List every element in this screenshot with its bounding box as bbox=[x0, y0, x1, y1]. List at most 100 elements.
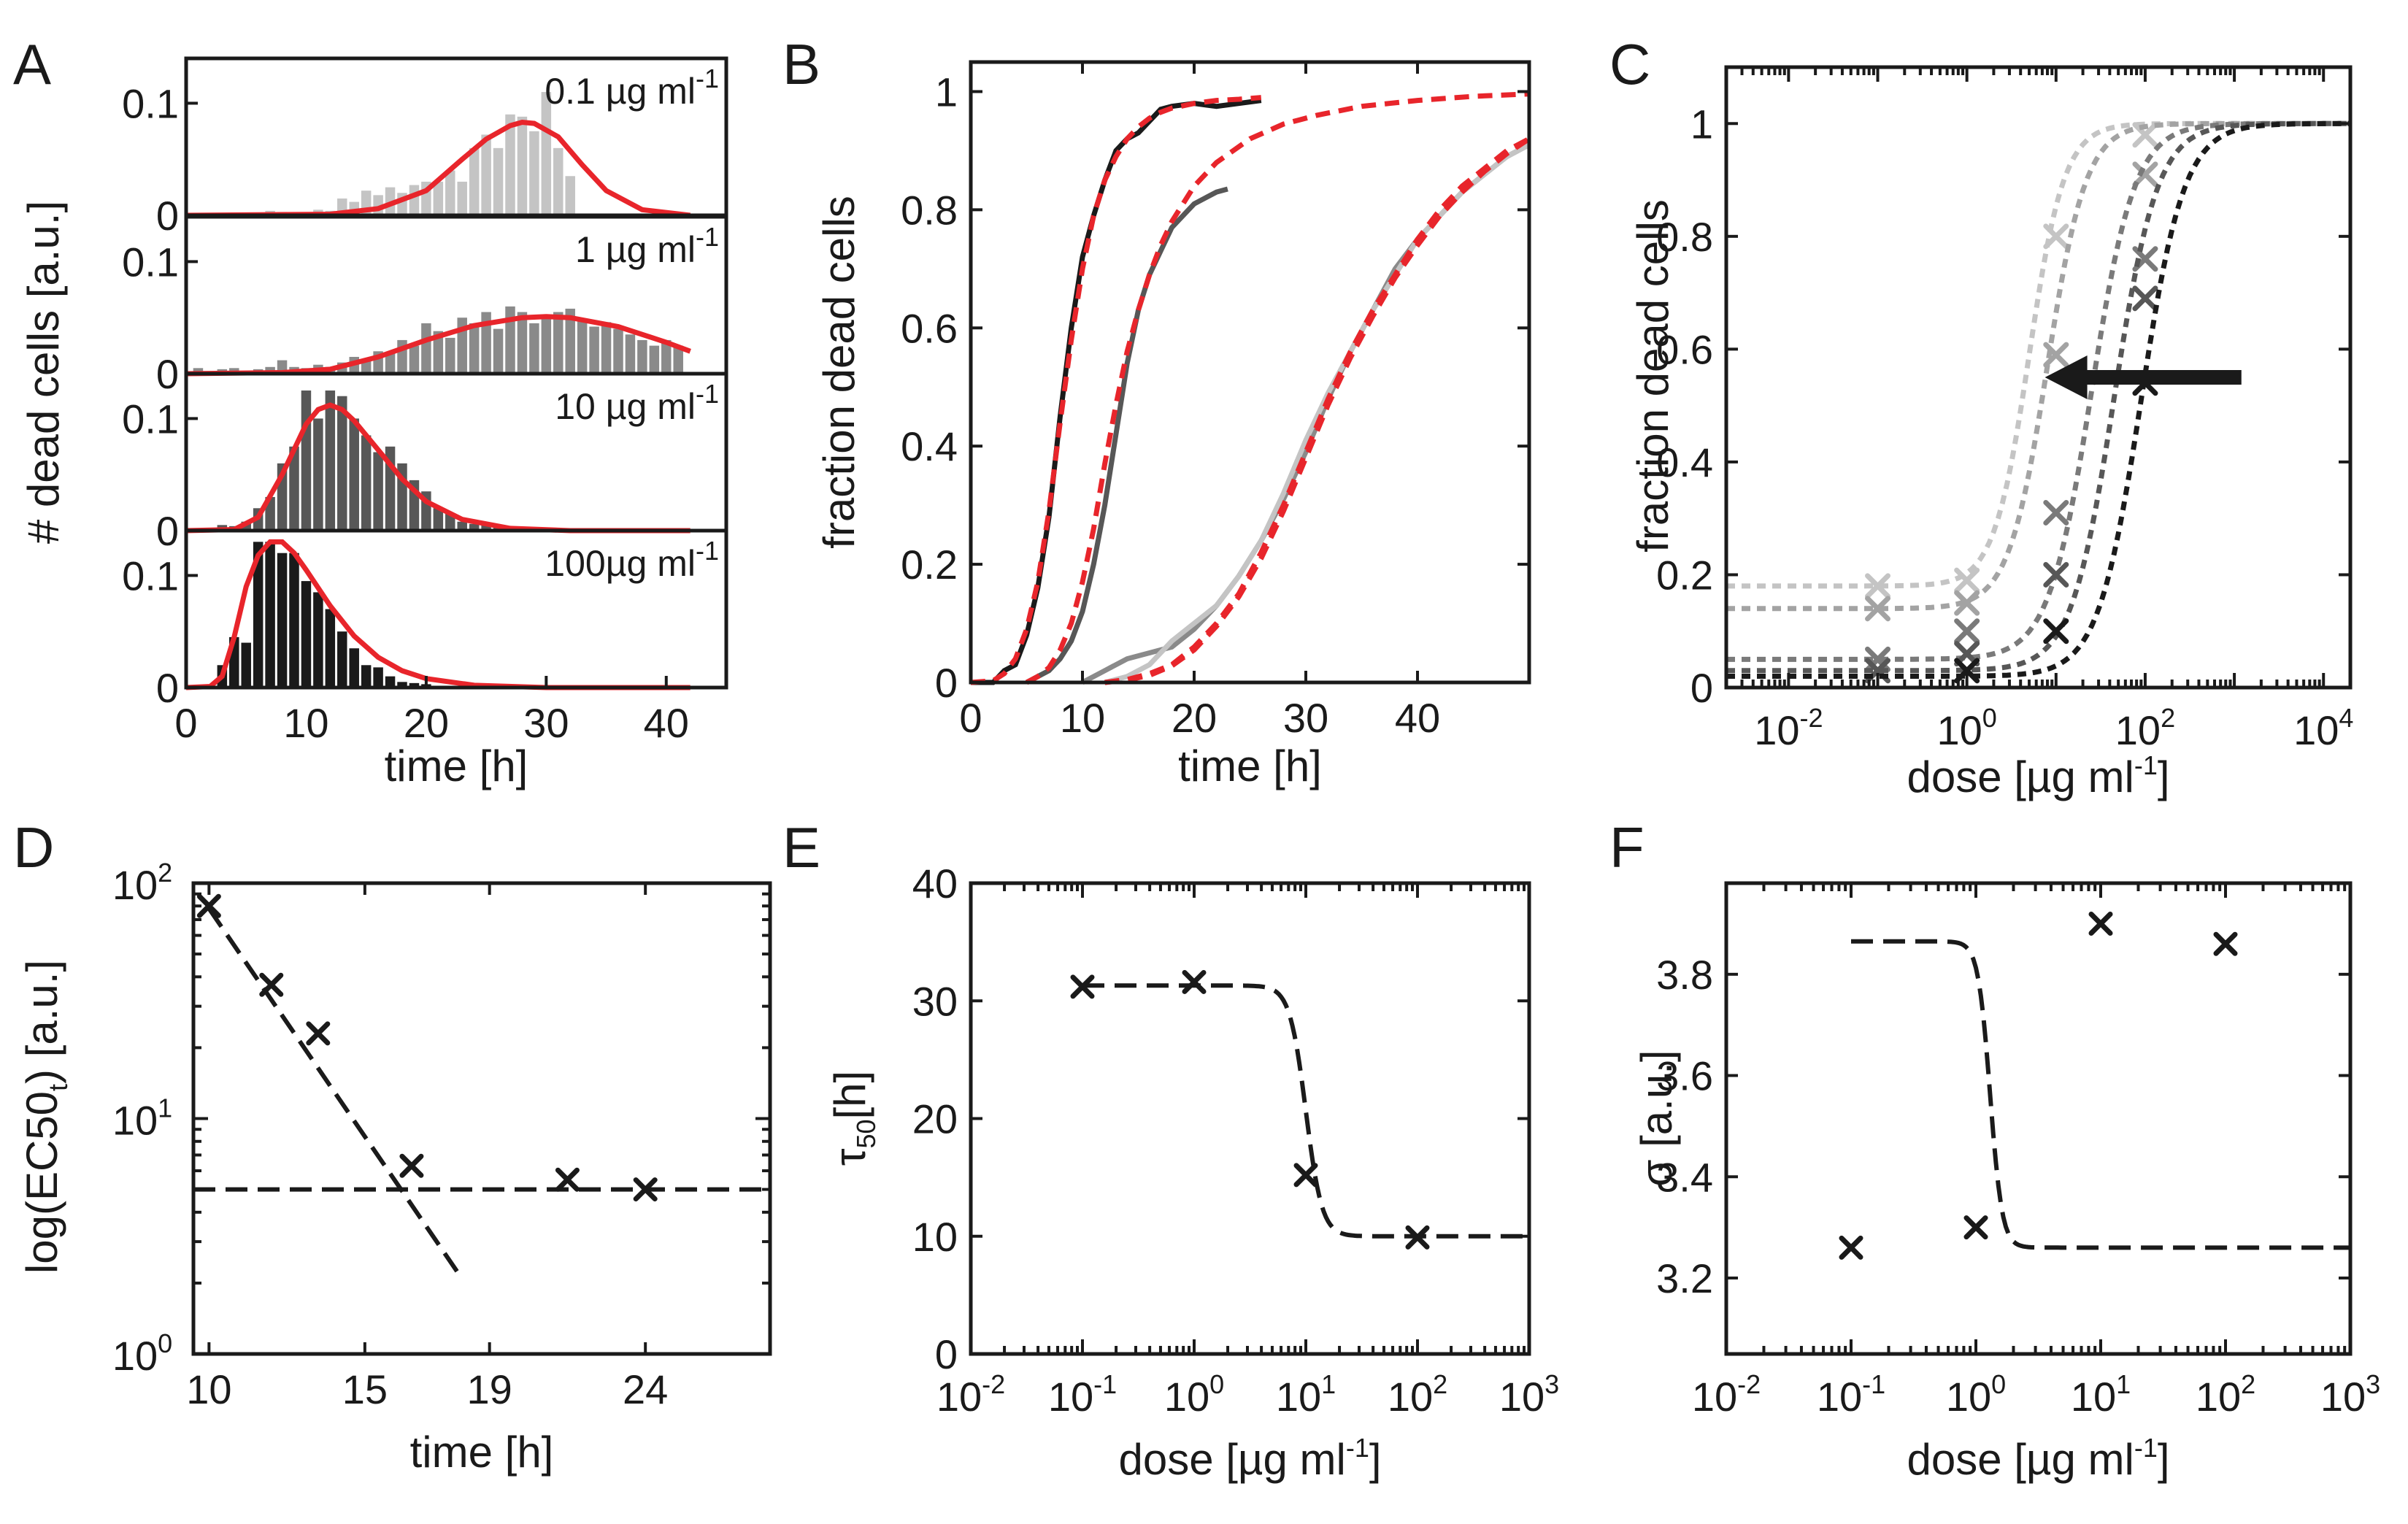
histogram-bar bbox=[517, 116, 528, 215]
axes-frame bbox=[969, 60, 1531, 685]
histogram-bar bbox=[469, 323, 480, 374]
data-point bbox=[2043, 342, 2069, 368]
y-tick-label: 3.2 bbox=[1656, 1255, 1713, 1301]
data-point bbox=[633, 1177, 658, 1202]
chart-panel-a: 00.1 0.1 µg ml-100.1 1 µg ml-100.1 10 µg ml… bbox=[19, 56, 728, 790]
histogram-bar bbox=[625, 334, 636, 374]
x-tick-label: 10-2 bbox=[1692, 1369, 1761, 1420]
histogram-bar bbox=[385, 187, 396, 215]
data-point bbox=[306, 1021, 331, 1046]
y-tick-label: 3.6 bbox=[1656, 1053, 1713, 1099]
fit-curve bbox=[185, 539, 691, 690]
y-axis-label: log(EC50t) [a.u.] bbox=[18, 960, 73, 1274]
x-tick-label: 103 bbox=[1499, 1369, 1559, 1420]
histogram-bar bbox=[433, 331, 444, 374]
x-tick-label: 10-1 bbox=[1048, 1369, 1117, 1420]
histogram-bar bbox=[565, 176, 575, 215]
axes-frame bbox=[191, 881, 772, 1356]
y-tick-label: 0 bbox=[156, 193, 179, 239]
concentration-label: 100µg ml-1 bbox=[545, 536, 719, 584]
histogram-bar bbox=[529, 323, 539, 374]
data-point bbox=[1182, 969, 1207, 994]
series-line bbox=[1081, 142, 1531, 685]
x-axis-label: dose [µg ml-1] bbox=[1118, 1433, 1381, 1484]
histogram-bar bbox=[241, 642, 251, 688]
data-point bbox=[2213, 931, 2238, 956]
histogram-bar bbox=[433, 508, 444, 531]
data-point bbox=[196, 893, 221, 918]
y-axis-label: σ [a.u.] bbox=[1632, 1050, 1681, 1186]
histogram-bar bbox=[637, 339, 647, 374]
y-tick-label: 0 bbox=[156, 508, 179, 554]
histogram-bar bbox=[337, 396, 347, 531]
y-tick-label: 1 bbox=[935, 69, 958, 115]
data-point bbox=[1963, 1215, 1988, 1240]
x-tick-label: 19 bbox=[467, 1366, 512, 1412]
y-tick-label: 0 bbox=[1690, 665, 1713, 711]
subpanel-3: 0 0.1 10 µg ml-1 bbox=[122, 372, 728, 554]
subpanel-2: 0 0.1 1 µg ml-1 bbox=[122, 215, 728, 397]
x-axis-label: time [h] bbox=[1178, 742, 1322, 790]
fit-curve bbox=[1726, 120, 2350, 662]
concentration-label: 1 µg ml-1 bbox=[575, 222, 719, 270]
x-tick-label: 100 bbox=[1164, 1369, 1224, 1420]
histogram-bar bbox=[265, 542, 275, 688]
x-tick-label: 10 bbox=[283, 700, 328, 746]
axes-frame bbox=[1724, 881, 2353, 1356]
histogram-bar bbox=[349, 418, 359, 531]
x-tick-label: 40 bbox=[1395, 695, 1440, 741]
x-tick-label: 0 bbox=[959, 695, 982, 741]
y-tick-label: 1 bbox=[1690, 101, 1713, 147]
x-axis-label: time [h] bbox=[410, 1428, 554, 1477]
x-tick-label: 30 bbox=[523, 700, 569, 746]
histogram-bar bbox=[553, 147, 563, 215]
y-tick-label: 0 bbox=[935, 660, 958, 706]
axes-frame bbox=[969, 881, 1531, 1356]
panel-letter-e: E bbox=[782, 815, 820, 880]
y-tick-label: 10 bbox=[912, 1214, 958, 1260]
y-tick-label: 102 bbox=[112, 858, 172, 908]
histogram-bar bbox=[361, 665, 372, 688]
x-tick-label: 103 bbox=[2320, 1369, 2380, 1420]
y-tick-label: 0.8 bbox=[1656, 214, 1713, 260]
subpanel-frame bbox=[184, 528, 728, 690]
histogram-bar bbox=[505, 306, 515, 374]
histogram-bar bbox=[361, 360, 372, 374]
x-tick-label: 40 bbox=[644, 700, 689, 746]
data-point bbox=[1865, 573, 1891, 599]
data-point bbox=[399, 1153, 424, 1178]
histogram-bar bbox=[253, 542, 264, 688]
histogram-bar bbox=[493, 147, 504, 215]
fit-curve bbox=[1851, 939, 2350, 1250]
histogram-bar bbox=[445, 513, 455, 531]
y-tick-label: 0.1 bbox=[122, 553, 179, 599]
histogram-bar bbox=[469, 523, 480, 531]
data-point bbox=[2043, 561, 2069, 588]
histogram-bar bbox=[565, 308, 575, 374]
subpanel-1: 0 0.1 0.1 µg ml-1 bbox=[122, 56, 728, 239]
y-tick-label: 0.1 bbox=[122, 80, 179, 126]
shift-arrow-head bbox=[2045, 355, 2088, 399]
x-tick-label: 24 bbox=[623, 1366, 668, 1412]
x-tick-label: 10-2 bbox=[1754, 703, 1823, 753]
panel-letter-a: A bbox=[13, 32, 51, 96]
x-tick-label: 10-1 bbox=[1817, 1369, 1885, 1420]
histogram-bar bbox=[301, 581, 312, 688]
histogram-bar bbox=[301, 390, 312, 531]
subpanel-4: 0 0.1 100µg ml-1 bbox=[122, 528, 728, 711]
histogram-bar bbox=[649, 345, 660, 374]
y-tick-label: 0.2 bbox=[901, 542, 958, 588]
histogram-bar bbox=[601, 322, 612, 374]
data-point bbox=[2132, 161, 2158, 188]
data-point bbox=[2088, 911, 2113, 936]
x-tick-label: 10-2 bbox=[936, 1369, 1005, 1420]
y-tick-label: 40 bbox=[912, 861, 958, 907]
data-point bbox=[1405, 1225, 1430, 1250]
y-tick-label: 3.4 bbox=[1656, 1154, 1713, 1200]
histogram-bar bbox=[313, 592, 323, 688]
histogram-bar bbox=[385, 353, 396, 374]
series-line bbox=[970, 95, 1262, 685]
histogram-bar bbox=[493, 328, 504, 374]
x-tick-label: 0 bbox=[174, 700, 197, 746]
fit-curve bbox=[185, 314, 691, 377]
